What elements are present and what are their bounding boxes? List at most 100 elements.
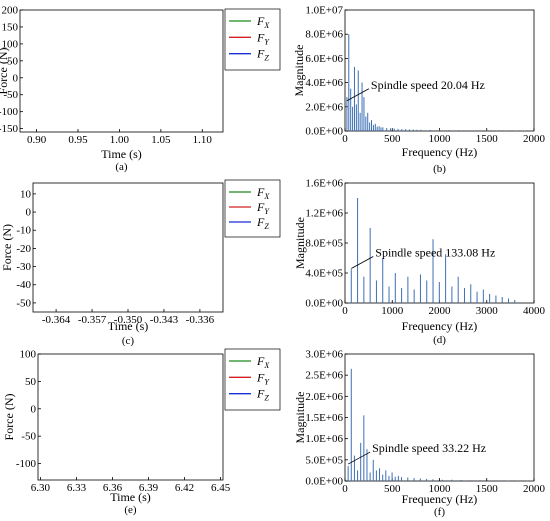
legend-entry: FX	[256, 354, 270, 370]
y-tick-label: 4.0E+05	[305, 268, 343, 280]
x-tick-label: 1000	[429, 133, 452, 145]
annotation-leader	[351, 256, 374, 269]
x-tick-label: 0	[342, 305, 348, 317]
y-tick-label: -50	[3, 89, 18, 101]
x-tick-label: 6.33	[67, 482, 87, 494]
x-axis-label: Frequency (Hz)	[402, 145, 478, 159]
x-tick-label: 2000	[523, 133, 546, 145]
x-tick-label: 1.10	[193, 134, 213, 146]
y-axis-label: Magnitude	[292, 45, 306, 97]
panel-label: (d)	[433, 334, 446, 346]
y-tick-label: 50	[25, 376, 37, 388]
legend-entry-name: F	[256, 47, 265, 61]
x-tick-label: -0.336	[186, 314, 215, 326]
legend-entry-name: F	[256, 30, 265, 44]
x-axis-label: Frequency (Hz)	[402, 319, 478, 333]
y-tick-label: 2.0E+06	[305, 391, 343, 403]
x-tick-label: 1.05	[151, 134, 171, 146]
x-tick-label: 6.30	[31, 482, 51, 494]
legend-entry-subscript: X	[263, 21, 270, 30]
legend-entry-name: F	[256, 354, 265, 368]
x-tick-label: 6.45	[211, 482, 231, 494]
y-tick-label: 3.0E+06	[305, 349, 343, 361]
x-tick-label: 0.90	[27, 134, 47, 146]
y-tick-label: -40	[16, 279, 31, 291]
y-tick-label: 0	[26, 207, 32, 219]
legend-entry: FZ	[256, 215, 269, 231]
x-tick-label: -0.357	[78, 314, 107, 326]
x-tick-label: 6.36	[103, 482, 123, 494]
annotation-text: Spindle speed 33.22 Hz	[372, 441, 486, 455]
y-tick-label: -50	[21, 431, 36, 443]
x-axis-label: Time (s)	[108, 319, 149, 333]
legend-entry-subscript: Y	[264, 377, 270, 386]
panel-label: (e)	[124, 504, 137, 516]
y-tick-label: 0	[31, 403, 37, 415]
y-tick-label: 1.5E+06	[305, 412, 343, 424]
x-tick-label: 1000	[381, 305, 404, 317]
x-tick-label: 1.00	[110, 134, 130, 146]
x-tick-label: 1000	[429, 483, 452, 495]
y-tick-label: 1.0E+06	[305, 433, 343, 445]
annotation-text: Spindle speed 20.04 Hz	[371, 78, 485, 92]
legend-entry: FY	[256, 370, 270, 386]
x-tick-label: 3000	[476, 305, 499, 317]
y-tick-label: 200	[2, 5, 19, 17]
panel-label: (c)	[122, 335, 135, 347]
y-tick-label: -10	[16, 225, 31, 237]
plot-frame	[344, 9, 535, 132]
y-tick-label: 1.6E+06	[305, 178, 343, 190]
legend-entry-subscript: Z	[264, 222, 269, 231]
legend-entry: FX	[256, 185, 270, 201]
legend-entry-subscript: Z	[264, 394, 269, 403]
y-tick-label: 2.5E+06	[305, 370, 343, 382]
x-tick-label: 500	[384, 483, 401, 495]
y-tick-label: 50	[7, 55, 19, 67]
legend-box	[224, 8, 281, 71]
legend-entry-subscript: X	[263, 361, 270, 370]
y-tick-label: 100	[20, 349, 37, 361]
x-axis-label: Time (s)	[110, 490, 151, 504]
x-tick-label: 6.42	[175, 482, 194, 494]
y-tick-label: 0	[13, 72, 19, 84]
y-tick-label: 4.0E+06	[305, 77, 343, 89]
y-tick-label: -50	[16, 297, 31, 309]
x-tick-label: 2000	[429, 305, 452, 317]
x-tick-label: 500	[384, 133, 401, 145]
y-axis-label: Force (N)	[0, 48, 10, 95]
x-tick-label: 1500	[476, 483, 499, 495]
y-tick-label: 6.0E+06	[305, 53, 343, 65]
annotation-leader	[346, 88, 370, 102]
y-axis-label: Magnitude	[293, 217, 307, 269]
x-tick-label: -0.364	[42, 314, 71, 326]
y-tick-label: -150	[0, 123, 18, 135]
x-tick-label: 0	[342, 133, 348, 145]
legend-entry-name: F	[256, 14, 265, 28]
y-tick-label: 1.0E+07	[305, 5, 343, 17]
x-tick-label: -0.350	[114, 314, 143, 326]
chart-panel-a: 0.90 0.95 1.00 1.05 1.10 -150 -100 -50 0 50 100 150…	[0, 5, 281, 173]
y-tick-label: 0.0E+00	[305, 298, 343, 310]
chart-panel-d: 0 1000 2000 3000 4000 0.0E+00 4.0E+05 8.0E+05 1.…	[293, 178, 546, 347]
y-axis-label: Magnitude	[293, 392, 307, 444]
y-tick-label: 100	[2, 38, 19, 50]
chart-panel-c: -0.364 -0.357 -0.350 -0.343 -0.336 -50 -40 -30 -…	[0, 179, 281, 347]
legend-entry-name: F	[256, 185, 265, 199]
legend-entry: FZ	[256, 387, 269, 403]
legend-entry-subscript: X	[263, 192, 270, 201]
plot-frame	[37, 353, 224, 481]
legend-entry-subscript: Y	[264, 207, 270, 216]
y-tick-label: -30	[16, 261, 31, 273]
chart-panel-f: 0 500 1000 1500 2000 0.0E+00 5.0E+05 1.0E+06 1.5…	[293, 349, 546, 519]
y-tick-label: -100	[16, 458, 37, 470]
legend-entry-name: F	[256, 370, 265, 384]
legend-entry-subscript: Z	[264, 54, 269, 63]
x-axis-label: Time (s)	[101, 147, 142, 161]
legend-entry-name: F	[256, 215, 265, 229]
panel-label: (a)	[115, 161, 128, 173]
y-tick-label: 10	[20, 188, 32, 200]
y-tick-label: -100	[0, 106, 18, 118]
legend-entry-name: F	[256, 200, 265, 214]
y-tick-label: 8.0E+05	[305, 238, 343, 250]
